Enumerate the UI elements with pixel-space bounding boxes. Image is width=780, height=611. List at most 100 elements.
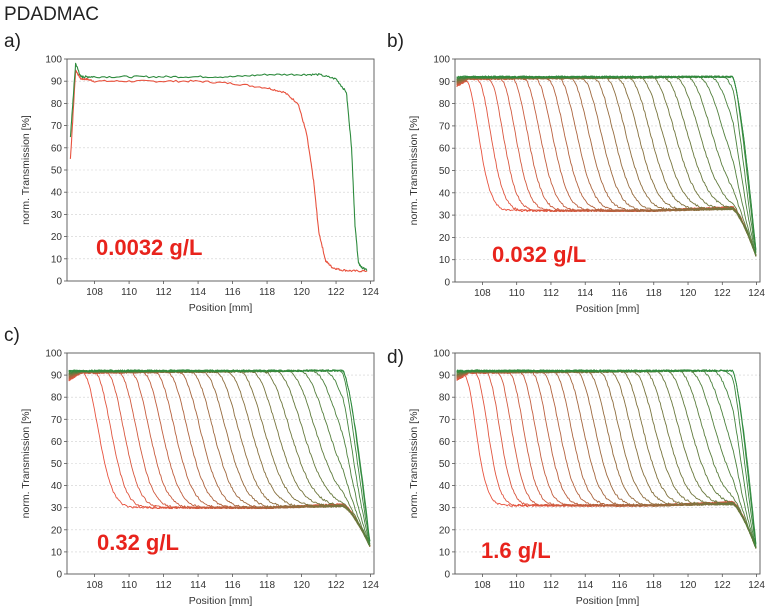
series-line <box>456 369 757 548</box>
series-group <box>68 369 371 548</box>
y-tick-label: 80 <box>439 99 451 110</box>
plot-frame <box>454 58 761 283</box>
x-axis-title: Position [mm] <box>576 303 640 315</box>
series-line <box>69 62 368 271</box>
x-tick-label: 122 <box>328 287 345 298</box>
y-tick-label: 30 <box>51 210 63 221</box>
panel-label: c) <box>4 325 20 346</box>
y-tick-label: 70 <box>51 415 63 426</box>
series-line <box>456 369 757 545</box>
series-line <box>69 69 368 273</box>
x-tick-label: 124 <box>362 580 379 591</box>
y-tick-label: 70 <box>51 121 63 132</box>
x-tick-label: 112 <box>156 287 172 298</box>
series-group <box>456 369 757 549</box>
series-line <box>456 369 757 549</box>
figure-title: PDADMAC <box>4 4 99 25</box>
y-tick-label: 30 <box>439 211 451 222</box>
x-tick-label: 110 <box>509 580 525 591</box>
plot-frame <box>66 352 375 575</box>
x-tick-label: 122 <box>714 580 731 591</box>
series-line <box>456 370 757 549</box>
x-tick-label: 120 <box>293 580 310 591</box>
y-tick-label: 0 <box>444 278 450 289</box>
x-axis-title: Position [mm] <box>576 595 640 607</box>
x-tick-label: 110 <box>121 580 137 591</box>
y-tick-label: 80 <box>51 393 63 404</box>
concentration-label: 0.0032 g/L <box>96 235 202 260</box>
y-axis-title: norm. Transmission [%] <box>20 115 32 225</box>
x-tick-label: 118 <box>646 288 662 299</box>
x-tick-label: 110 <box>121 287 137 298</box>
x-axis-title: Position [mm] <box>189 302 253 314</box>
x-tick-label: 108 <box>86 287 103 298</box>
y-tick-label: 10 <box>439 255 451 266</box>
x-tick-label: 116 <box>225 287 241 298</box>
series-line <box>68 369 371 542</box>
x-tick-label: 120 <box>680 580 697 591</box>
y-tick-label: 100 <box>433 349 450 360</box>
concentration-label: 0.32 g/L <box>97 530 179 555</box>
y-tick-label: 70 <box>439 415 451 426</box>
x-tick-label: 114 <box>190 580 206 591</box>
series-line <box>68 371 371 548</box>
series-line <box>456 369 757 549</box>
series-line <box>456 75 757 253</box>
y-tick-label: 40 <box>51 188 63 199</box>
series-line <box>456 371 757 548</box>
x-tick-label: 116 <box>225 580 241 591</box>
y-tick-label: 90 <box>51 371 63 382</box>
y-tick-label: 50 <box>439 459 451 470</box>
y-tick-label: 60 <box>439 437 451 448</box>
y-tick-label: 60 <box>51 437 63 448</box>
series-line <box>456 75 757 253</box>
concentration-label: 0.032 g/L <box>492 242 586 267</box>
y-tick-label: 0 <box>56 570 62 581</box>
x-tick-label: 118 <box>259 287 275 298</box>
x-tick-label: 124 <box>748 580 765 591</box>
series-line <box>456 370 757 548</box>
x-tick-label: 114 <box>577 288 593 299</box>
y-tick-label: 60 <box>439 144 451 155</box>
y-tick-label: 20 <box>439 233 451 244</box>
plot-frame <box>454 352 761 575</box>
y-axis-title: norm. Transmission [%] <box>408 409 420 519</box>
x-tick-label: 112 <box>543 580 559 591</box>
y-tick-label: 40 <box>51 481 63 492</box>
x-axis-title: Position [mm] <box>189 595 253 607</box>
x-tick-label: 116 <box>612 288 628 299</box>
y-tick-label: 50 <box>51 459 63 470</box>
series-line <box>456 75 757 256</box>
series-line <box>456 374 757 548</box>
y-tick-label: 80 <box>439 393 451 404</box>
y-tick-label: 30 <box>439 503 451 514</box>
chart-panel-1: a) 0 10 20 30 40 50 60 70 80 90 100 108 110 112 114 116 1… <box>4 31 379 314</box>
y-tick-label: 60 <box>51 143 63 154</box>
y-tick-label: 0 <box>56 277 62 288</box>
y-tick-label: 40 <box>439 188 451 199</box>
series-line <box>456 371 757 548</box>
series-line <box>68 369 371 541</box>
x-tick-label: 112 <box>543 288 559 299</box>
y-axis-title: norm. Transmission [%] <box>20 409 32 519</box>
series-line <box>456 75 757 254</box>
series-line <box>68 371 371 547</box>
y-tick-label: 100 <box>45 55 62 66</box>
y-axis-title: norm. Transmission [%] <box>408 116 420 226</box>
y-tick-label: 10 <box>51 254 63 265</box>
x-tick-label: 120 <box>293 287 310 298</box>
y-tick-label: 50 <box>51 166 63 177</box>
series-line <box>456 369 757 544</box>
y-tick-label: 80 <box>51 99 63 110</box>
y-tick-label: 20 <box>51 525 63 536</box>
concentration-label: 1.6 g/L <box>481 538 551 563</box>
y-tick-label: 20 <box>439 525 451 536</box>
y-tick-label: 100 <box>45 349 62 360</box>
y-tick-label: 0 <box>444 570 450 581</box>
x-tick-label: 118 <box>259 580 275 591</box>
series-line <box>68 371 371 547</box>
panel-label: d) <box>387 347 404 368</box>
x-tick-label: 114 <box>577 580 593 591</box>
series-line <box>456 75 757 250</box>
